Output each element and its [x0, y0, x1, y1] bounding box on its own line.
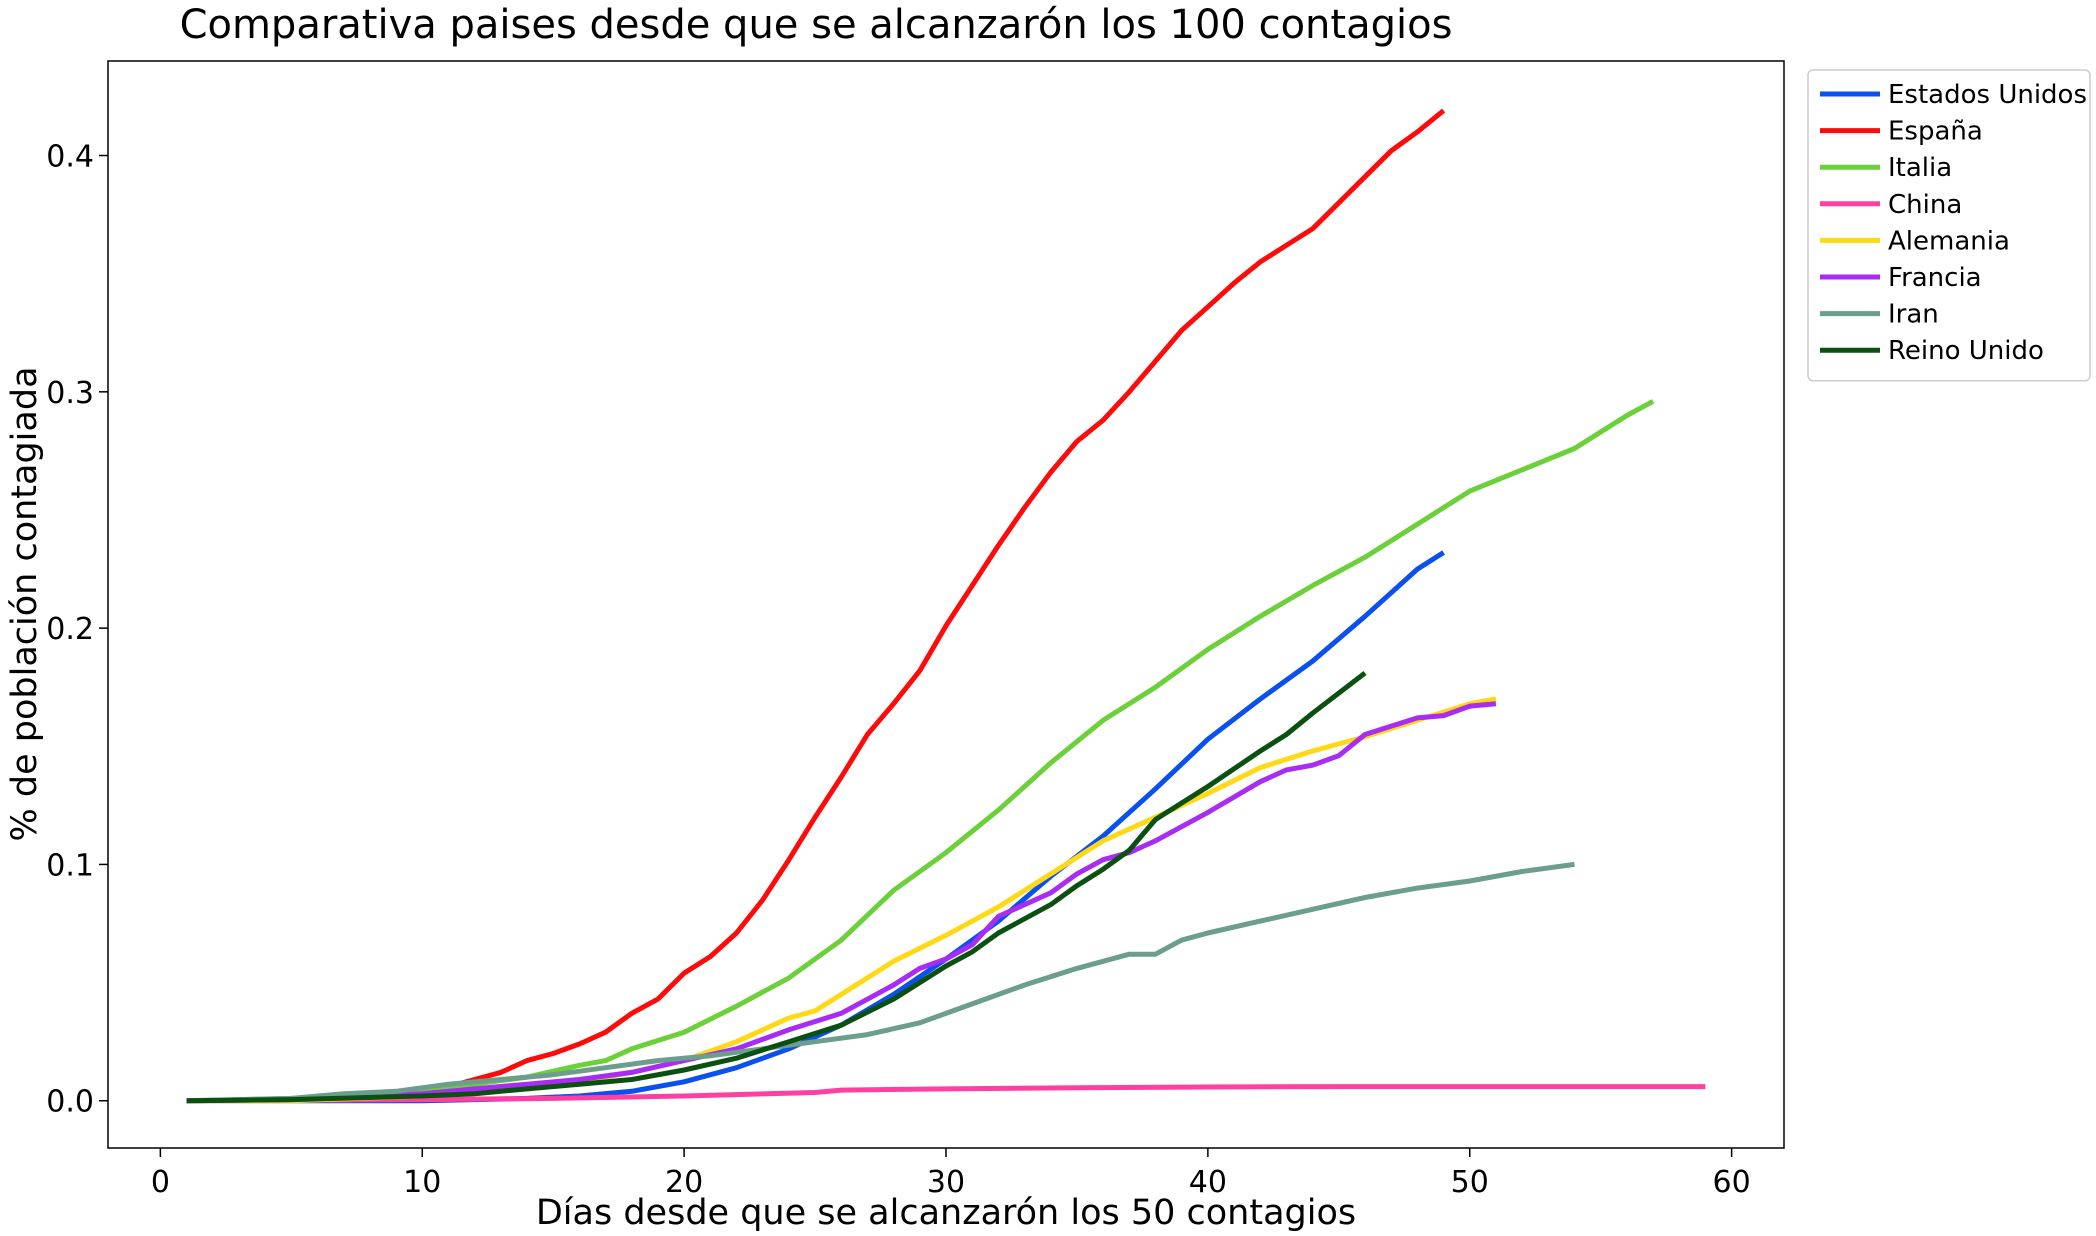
- series-line-3: [186, 1084, 1706, 1104]
- series-line-1: [186, 108, 1446, 1104]
- y-tick-label: 0.3: [46, 376, 94, 411]
- chart-title: Comparativa paises desde que se alcanzar…: [180, 2, 1453, 48]
- axis-ticks: 0 10 20 30 40 50 60 0.0 0.1 0.2 0.3 0.4: [46, 140, 1750, 1200]
- plot-frame: [107, 60, 1785, 1149]
- x-tick-label: 20: [665, 1165, 703, 1200]
- x-tick-label: 0: [151, 1165, 170, 1200]
- legend-label: Italia: [1888, 153, 1952, 183]
- legend-label: China: [1888, 190, 1962, 220]
- y-tick-label: 0.2: [46, 612, 94, 647]
- x-tick-label: 40: [1189, 1165, 1227, 1200]
- legend-box: [1807, 69, 2091, 382]
- y-axis-label: % de población contagiada: [5, 366, 45, 841]
- series-line-7: [186, 671, 1367, 1104]
- x-tick-label: 30: [927, 1165, 965, 1200]
- series-line-6: [186, 861, 1575, 1104]
- x-axis-label: Días desde que se alcanzarón los 50 cont…: [536, 1193, 1356, 1233]
- x-tick-label: 50: [1451, 1165, 1489, 1200]
- x-tick-label: 60: [1713, 1165, 1751, 1200]
- series-line-2: [186, 399, 1655, 1104]
- legend: Estados Unidos España Italia China Alemania F…: [1807, 69, 2091, 382]
- legend-label: Estados Unidos: [1888, 80, 2087, 110]
- series-line-0: [186, 550, 1445, 1104]
- series-line-5: [186, 701, 1497, 1104]
- legend-label: Reino Unido: [1888, 336, 2044, 366]
- y-tick-label: 0.0: [46, 1085, 94, 1120]
- legend-label: Iran: [1888, 300, 1939, 330]
- x-tick-label: 10: [403, 1165, 441, 1200]
- legend-label: Alemania: [1888, 226, 2010, 256]
- legend-label: España: [1888, 117, 1983, 147]
- y-tick-label: 0.1: [46, 848, 94, 883]
- y-tick-label: 0.4: [46, 140, 94, 175]
- plot-area: [186, 108, 1706, 1104]
- legend-label: Francia: [1888, 263, 1982, 293]
